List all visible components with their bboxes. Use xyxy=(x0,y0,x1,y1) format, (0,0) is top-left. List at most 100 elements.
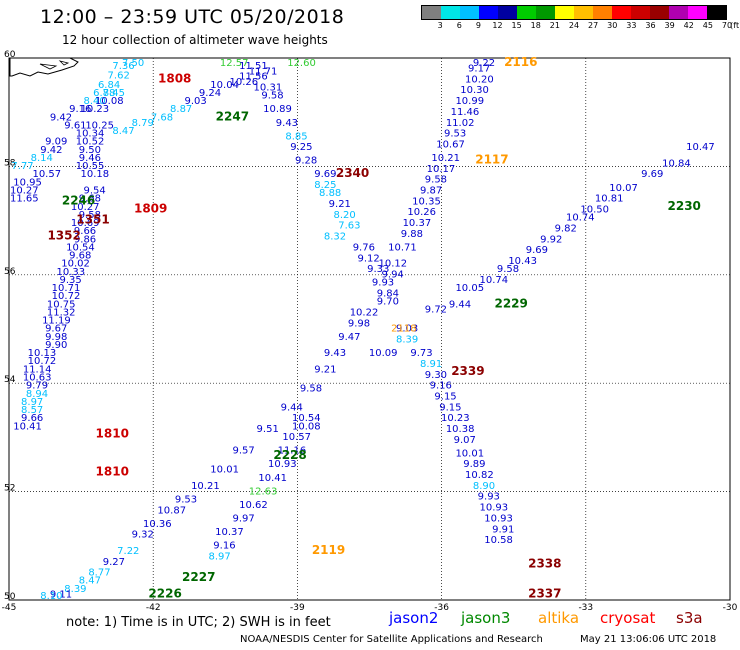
latitude-label: 50 xyxy=(4,592,16,602)
pass-time-label: 2229 xyxy=(494,296,527,310)
swh-value: 8.77 xyxy=(88,568,110,579)
pass-time-label: 2246 xyxy=(62,193,95,207)
swh-value: 10.05 xyxy=(455,283,484,294)
color-scale-tick: 70 xyxy=(721,21,733,30)
longitude-label: -42 xyxy=(146,603,161,613)
swh-value: 11.56 xyxy=(239,72,268,83)
swh-value: 9.88 xyxy=(401,229,423,240)
color-scale-tick: 9 xyxy=(475,21,481,30)
swh-value: 10.17 xyxy=(427,164,456,175)
map-subtitle: 12 hour collection of altimeter wave hei… xyxy=(62,33,328,47)
pass-time-label: 2340 xyxy=(336,166,369,180)
longitude-label: -39 xyxy=(290,603,305,613)
pass-time-label: 1810 xyxy=(96,426,129,440)
color-scale-tick: 33 xyxy=(626,21,637,30)
swh-value: 9.42 xyxy=(40,145,62,156)
color-scale-tick: 24 xyxy=(568,21,580,30)
swh-value: 9.16 xyxy=(430,381,452,392)
color-scale-tick: 27 xyxy=(588,21,599,30)
swh-value: 9.68 xyxy=(79,194,101,205)
swh-value: 9.16 xyxy=(69,104,91,115)
swh-value: 10.84 xyxy=(662,158,691,169)
pass-time-label: 2228 xyxy=(273,448,306,462)
swh-value: 10.55 xyxy=(76,161,105,172)
swh-value: 9.33 xyxy=(367,264,389,275)
swh-value: 8.88 xyxy=(319,188,341,199)
swh-value: 2118 xyxy=(391,324,416,335)
swh-value: 9.03 xyxy=(396,324,418,335)
pass-time-label: 1809 xyxy=(134,201,167,215)
swh-value: 10.52 xyxy=(76,137,105,148)
swh-value: 8.87 xyxy=(170,104,192,115)
swh-value: 10.07 xyxy=(609,183,638,194)
swh-value: 10.93 xyxy=(268,459,297,470)
color-scale-tick: 30 xyxy=(607,21,618,30)
legend-jason3: jason3 xyxy=(461,609,511,627)
credit-line: NOAA/NESDIS Center for Satellite Applica… xyxy=(240,634,543,645)
pass-time-label: 1808 xyxy=(158,71,191,85)
swh-value: 10.41 xyxy=(13,421,42,432)
swh-value: 9.97 xyxy=(233,513,255,524)
swh-value: 10.25 xyxy=(85,120,114,131)
swh-value: 11.65 xyxy=(10,194,39,205)
pass-time-label: 1351 xyxy=(76,212,109,226)
swh-value: 7.68 xyxy=(151,112,173,123)
swh-value: 10.33 xyxy=(56,267,85,278)
swh-value: 10.74 xyxy=(566,213,595,224)
swh-value: 9.32 xyxy=(132,530,154,541)
legend-s3a: s3a xyxy=(676,609,703,627)
pass-time-label: 2117 xyxy=(475,153,508,167)
color-swatch xyxy=(574,6,593,19)
swh-value: 9.07 xyxy=(454,435,476,446)
swh-value: 9.94 xyxy=(382,270,404,281)
swh-value: 7.22 xyxy=(117,546,139,557)
swh-value: 9.35 xyxy=(59,275,81,286)
swh-values: 7.507.367.626.846.788.458.4010.089.1610.… xyxy=(10,58,715,602)
swh-value: 9.43 xyxy=(276,118,298,129)
map-title: 12:00 – 23:59 UTC 05/20/2018 xyxy=(40,6,345,28)
color-swatch xyxy=(441,6,460,19)
swh-value: 9.61 xyxy=(64,120,86,131)
swh-value: 10.54 xyxy=(66,242,95,253)
swh-value: 8.90 xyxy=(473,481,495,492)
swh-value: 9.44 xyxy=(449,299,471,310)
swh-value: 10.47 xyxy=(686,142,715,153)
swh-value: 10.62 xyxy=(239,500,268,511)
swh-value: 10.57 xyxy=(32,169,61,180)
swh-value: 9.92 xyxy=(540,234,562,245)
swh-value: 8.57 xyxy=(21,405,43,416)
color-scale-tick: 12 xyxy=(492,21,503,30)
swh-value: 8.85 xyxy=(285,131,307,142)
swh-value: 11.32 xyxy=(47,307,76,318)
swh-value: 10.82 xyxy=(465,470,494,481)
swh-value: 10.72 xyxy=(52,291,81,302)
color-swatch xyxy=(479,6,498,19)
swh-value: 9.58 xyxy=(300,383,322,394)
color-swatch xyxy=(555,6,574,19)
swh-value: 10.72 xyxy=(28,356,57,367)
swh-value: 9.11 xyxy=(50,589,72,600)
swh-value: 10.23 xyxy=(81,104,110,115)
swh-value: 10.21 xyxy=(431,153,460,164)
swh-value: 10.74 xyxy=(479,275,508,286)
color-scale-tick: 15 xyxy=(511,21,522,30)
swh-value: 12.63 xyxy=(249,486,278,497)
swh-value: 8.14 xyxy=(31,153,53,164)
swh-value: 10.71 xyxy=(52,283,81,294)
swh-value: 10.22 xyxy=(350,307,379,318)
swh-value: 7.36 xyxy=(112,61,134,72)
swh-value: 11.46 xyxy=(451,107,480,118)
swh-value: 11.19 xyxy=(42,316,71,327)
swh-value: 9.53 xyxy=(175,494,197,505)
swh-value: 10.26 xyxy=(230,77,259,88)
color-scale-tick: 42 xyxy=(683,21,694,30)
swh-value: 9.12 xyxy=(358,253,380,264)
color-scale-tick: 3 xyxy=(437,21,443,30)
swh-value: 10.31 xyxy=(254,83,283,94)
pass-time-label: 2339 xyxy=(451,364,484,378)
swh-value: 8.97 xyxy=(21,397,43,408)
swh-value: 9.17 xyxy=(468,64,490,75)
swh-value: 10.12 xyxy=(379,259,408,270)
swh-value: 9.84 xyxy=(377,288,399,299)
color-scale-tick: 6 xyxy=(456,21,462,30)
